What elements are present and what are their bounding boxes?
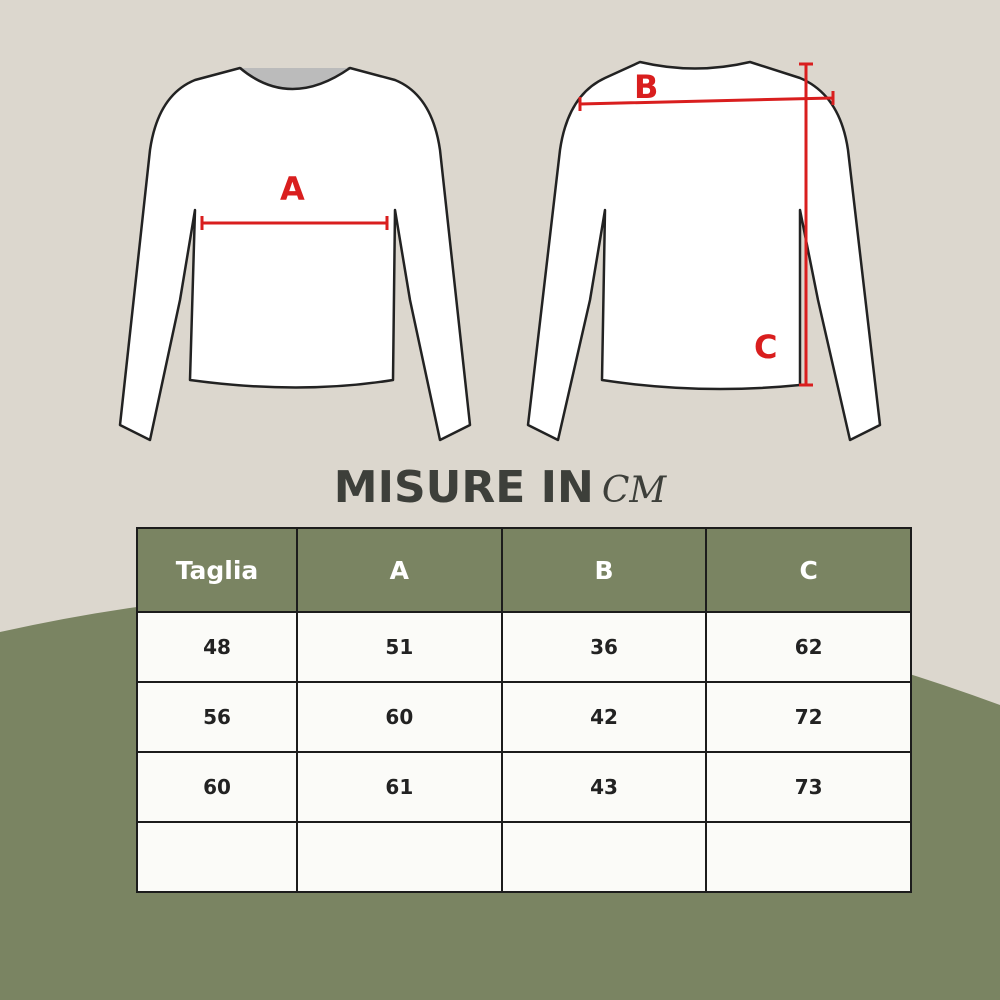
label-c: C <box>754 328 777 366</box>
title-unit: CM <box>601 470 667 511</box>
table-row: 60 61 43 73 <box>136 751 912 823</box>
cell: 36 <box>500 611 708 683</box>
cell: 72 <box>705 681 912 753</box>
cell <box>296 821 503 893</box>
label-a: A <box>280 170 305 208</box>
cell: 42 <box>500 681 708 753</box>
garment-diagram: A B C <box>118 60 882 442</box>
cell <box>705 821 912 893</box>
size-table: Taglia A B C 48 51 36 62 56 60 42 72 60 61 43 73 <box>136 527 912 893</box>
cell: 48 <box>136 611 298 683</box>
header-cell: A <box>296 527 503 613</box>
cell: 51 <box>296 611 503 683</box>
cell <box>136 821 298 893</box>
cell: 62 <box>705 611 912 683</box>
back-shirt <box>526 60 882 442</box>
table-row: 48 51 36 62 <box>136 611 912 683</box>
header-cell: B <box>500 527 708 613</box>
cell <box>500 821 708 893</box>
header-row: Taglia A B C <box>136 527 912 613</box>
cell: 56 <box>136 681 298 753</box>
cell: 43 <box>500 751 708 823</box>
chart-title: MISURE IN CM <box>0 462 1000 513</box>
measure-lines <box>200 62 835 387</box>
title-main: MISURE IN <box>333 462 594 513</box>
table-row <box>136 821 912 893</box>
cell: 60 <box>296 681 503 753</box>
table-row: 56 60 42 72 <box>136 681 912 753</box>
header-cell: C <box>705 527 912 613</box>
label-b: B <box>634 68 658 106</box>
header-cell: Taglia <box>136 527 298 613</box>
front-shirt <box>118 66 472 442</box>
cell: 61 <box>296 751 503 823</box>
cell: 73 <box>705 751 912 823</box>
cell: 60 <box>136 751 298 823</box>
